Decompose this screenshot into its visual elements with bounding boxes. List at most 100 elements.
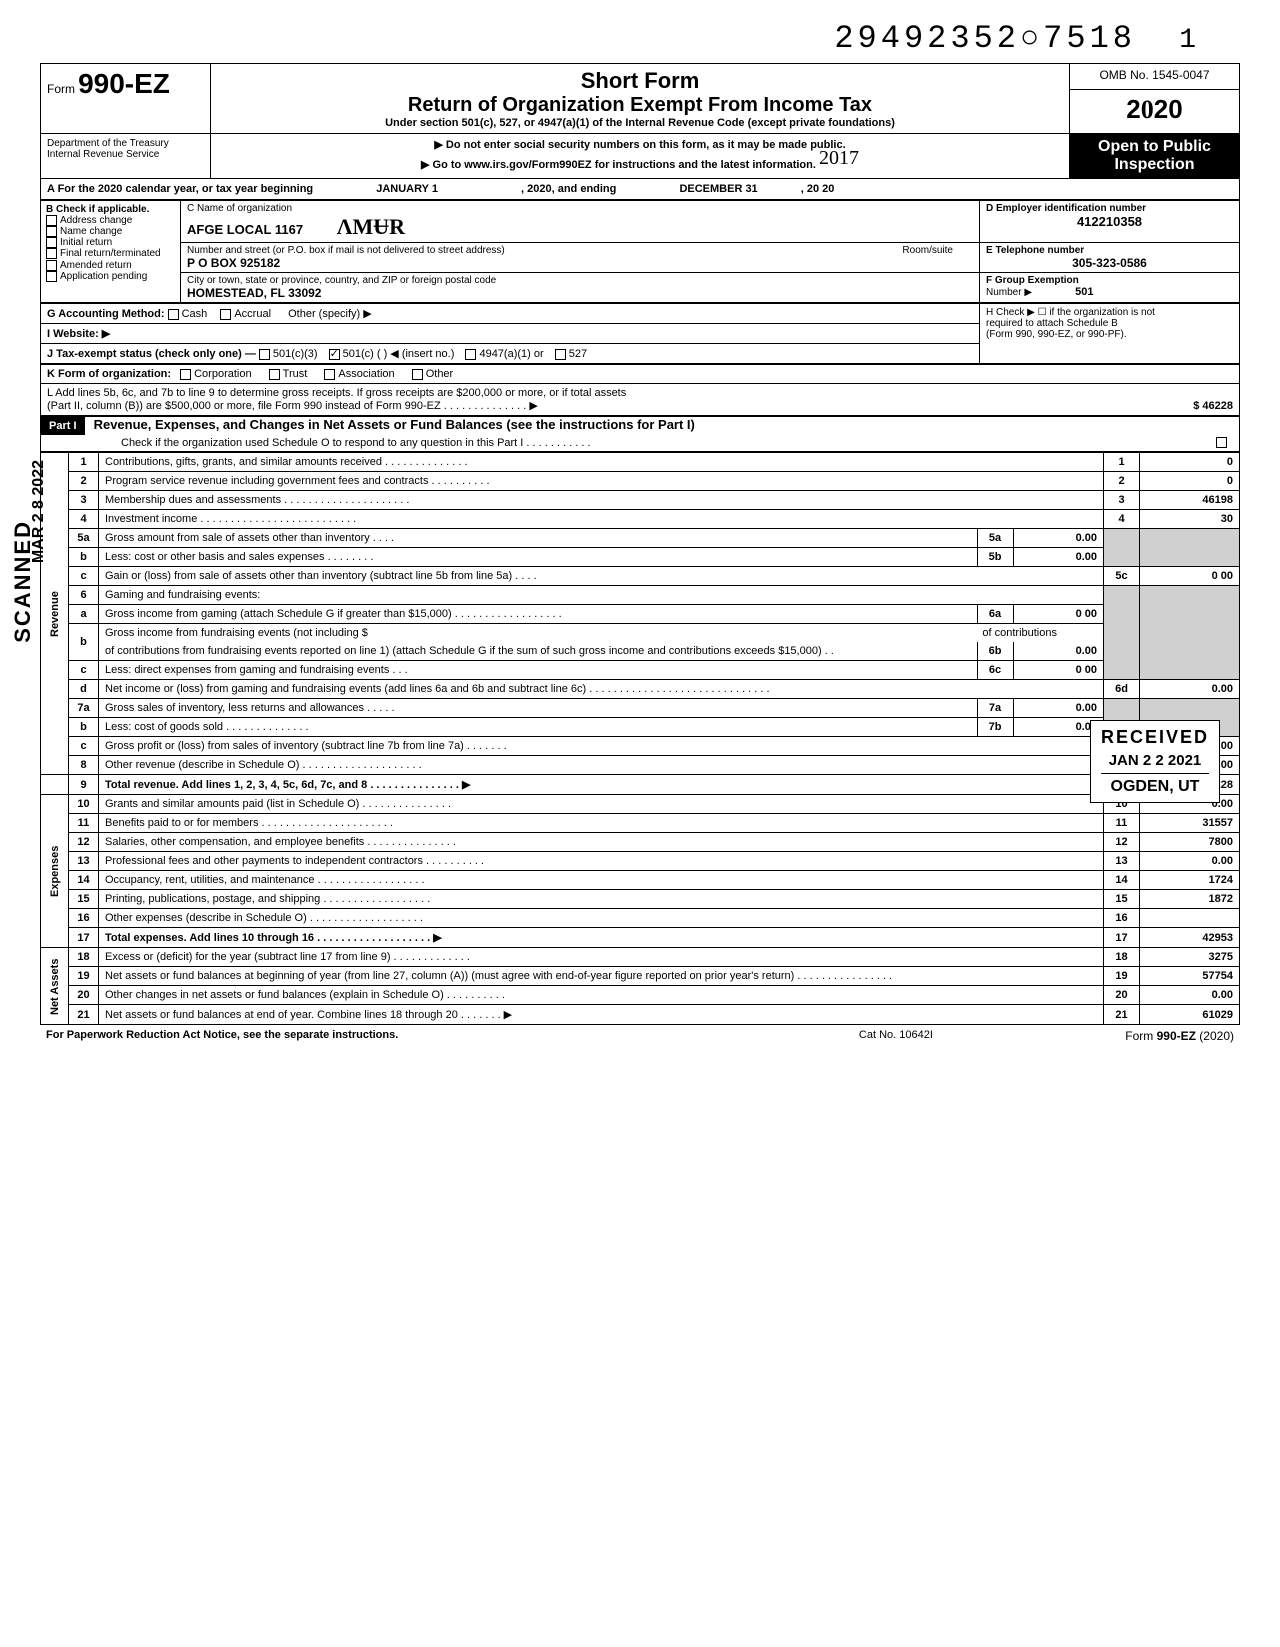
box-j: J Tax-exempt status (check only one) — 5… <box>41 344 980 364</box>
ln6c-text: Less: direct expenses from gaming and fu… <box>99 661 977 679</box>
ln20-box: 20 <box>1104 986 1140 1005</box>
city-value: HOMESTEAD, FL 33092 <box>187 286 973 300</box>
ln6d-box: 6d <box>1104 680 1140 699</box>
ln7c-num: c <box>69 737 99 756</box>
goto-url: ▶ Go to www.irs.gov/Form990EZ for instru… <box>421 158 816 171</box>
chk-address[interactable] <box>46 215 57 226</box>
label-website: I Website: ▶ <box>47 328 110 340</box>
dln-digits: 29492352○7518 <box>834 20 1136 57</box>
ghi-table: G Accounting Method: Cash Accrual Other … <box>40 303 1240 364</box>
chk-501c[interactable] <box>329 349 340 360</box>
label-city: City or town, state or province, country… <box>187 275 973 286</box>
ln16-box: 16 <box>1104 909 1140 928</box>
box-l: L Add lines 5b, 6c, and 7b to line 9 to … <box>41 384 1110 416</box>
ln4-num: 4 <box>69 510 99 529</box>
ln11-text: Benefits paid to or for members . . . . … <box>99 814 1104 833</box>
ln6b-wrap: of contributions from fundraising events… <box>99 642 1104 661</box>
tax-year: 2020 <box>1076 94 1233 125</box>
ln4-text: Investment income . . . . . . . . . . . … <box>99 510 1104 529</box>
box-k: K Form of organization: Corporation Trus… <box>41 365 1240 384</box>
page-number: 1 <box>1179 25 1200 56</box>
ln17-num: 17 <box>69 928 99 948</box>
chk-527[interactable] <box>555 349 566 360</box>
label-street: Number and street (or P.O. box if mail i… <box>187 245 505 256</box>
ln15-val: 1872 <box>1140 890 1240 909</box>
box-l-l1: L Add lines 5b, 6c, and 7b to line 9 to … <box>47 387 1104 399</box>
chk-name[interactable] <box>46 226 57 237</box>
ssn-warning: ▶ Do not enter social security numbers o… <box>217 138 1063 151</box>
ln9-num: 9 <box>69 775 99 795</box>
ln18-box: 18 <box>1104 948 1140 967</box>
box-c-city: City or town, state or province, country… <box>181 273 980 303</box>
form-number-cell: Form 990-EZ <box>41 64 211 134</box>
ln7b-text: Less: cost of goods sold . . . . . . . .… <box>99 718 977 736</box>
ln12-box: 12 <box>1104 833 1140 852</box>
chk-other-org[interactable] <box>412 369 423 380</box>
chk-4947[interactable] <box>465 349 476 360</box>
box-h-l1: H Check ▶ ☐ if the organization is not <box>986 307 1233 318</box>
ln10-text: Grants and similar amounts paid (list in… <box>99 795 1104 814</box>
chk-amended[interactable] <box>46 260 57 271</box>
period-end: DECEMBER 31 <box>679 183 757 195</box>
label-number: Number ▶ <box>986 287 1032 298</box>
opt-trust: Trust <box>283 368 308 380</box>
ln6b-box: 6b <box>977 642 1013 660</box>
ln6b-num: b <box>69 624 99 661</box>
ln13-num: 13 <box>69 852 99 871</box>
ln6d-val: 0.00 <box>1140 680 1240 699</box>
ln5c-num: c <box>69 567 99 586</box>
ln6b-t1: Gross income from fundraising events (no… <box>105 627 368 639</box>
box-d: D Employer identification number 4122103… <box>980 201 1240 243</box>
short-form-title: Short Form <box>217 68 1063 94</box>
lines-table: Revenue 1 Contributions, gifts, grants, … <box>40 452 1240 1025</box>
label-group-exempt: F Group Exemption <box>986 275 1233 286</box>
inspection: Inspection <box>1076 156 1233 174</box>
ln20-val: 0.00 <box>1140 986 1240 1005</box>
chk-corp[interactable] <box>180 369 191 380</box>
chk-schedule-o[interactable] <box>1216 437 1227 448</box>
chk-cash[interactable] <box>168 309 179 320</box>
chk-pending[interactable] <box>46 271 57 282</box>
ln5c-text: Gain or (loss) from sale of assets other… <box>99 567 1104 586</box>
ln19-text: Net assets or fund balances at beginning… <box>99 967 1104 986</box>
omb-cell: OMB No. 1545-0047 <box>1070 64 1240 90</box>
box-h-l2: required to attach Schedule B <box>986 318 1233 329</box>
chk-initial[interactable] <box>46 237 57 248</box>
ln1-box: 1 <box>1104 453 1140 472</box>
label-tax-status: J Tax-exempt status (check only one) — <box>47 348 256 360</box>
ln6b-val: 0.00 <box>1013 642 1103 660</box>
gross-receipts: 46228 <box>1202 400 1233 412</box>
chk-assoc[interactable] <box>324 369 335 380</box>
part1-check-row: Check if the organization used Schedule … <box>41 435 1239 451</box>
chk-final[interactable] <box>46 248 57 259</box>
ln15-text: Printing, publications, postage, and shi… <box>99 890 1104 909</box>
dept-cell: Department of the Treasury Internal Reve… <box>41 134 211 179</box>
chk-trust[interactable] <box>269 369 280 380</box>
opt-accrual: Accrual <box>234 308 271 320</box>
ln16-text: Other expenses (describe in Schedule O) … <box>99 909 1104 928</box>
chk-501c3[interactable] <box>259 349 270 360</box>
period-end-year: , 20 20 <box>801 183 835 195</box>
ln16-val <box>1140 909 1240 928</box>
ln7b-wrap: Less: cost of goods sold . . . . . . . .… <box>99 718 1104 737</box>
ln21-box: 21 <box>1104 1005 1140 1025</box>
ln3-box: 3 <box>1104 491 1140 510</box>
ln12-num: 12 <box>69 833 99 852</box>
opt-501c3: 501(c)(3) <box>273 348 318 360</box>
ln6b-text1: Gross income from fundraising events (no… <box>99 624 1104 643</box>
ln6c-box: 6c <box>977 661 1013 679</box>
received-date: JAN 2 2 2021 <box>1101 752 1209 769</box>
ln6c-wrap: Less: direct expenses from gaming and fu… <box>99 661 1104 680</box>
ln6b-t2: of contributions from fundraising events… <box>99 642 977 660</box>
ln15-box: 15 <box>1104 890 1140 909</box>
lbl-name-change: Name change <box>60 226 122 237</box>
ln13-text: Professional fees and other payments to … <box>99 852 1104 871</box>
box-c-street: Number and street (or P.O. box if mail i… <box>181 243 980 273</box>
ln9-text: Total revenue. Add lines 1, 2, 3, 4, 5c,… <box>99 775 1104 795</box>
period-begin: JANUARY 1 <box>376 183 438 195</box>
ln20-num: 20 <box>69 986 99 1005</box>
ln17-val: 42953 <box>1140 928 1240 948</box>
ln5b-box: 5b <box>977 548 1013 566</box>
ln7b-num: b <box>69 718 99 737</box>
chk-accrual[interactable] <box>220 309 231 320</box>
